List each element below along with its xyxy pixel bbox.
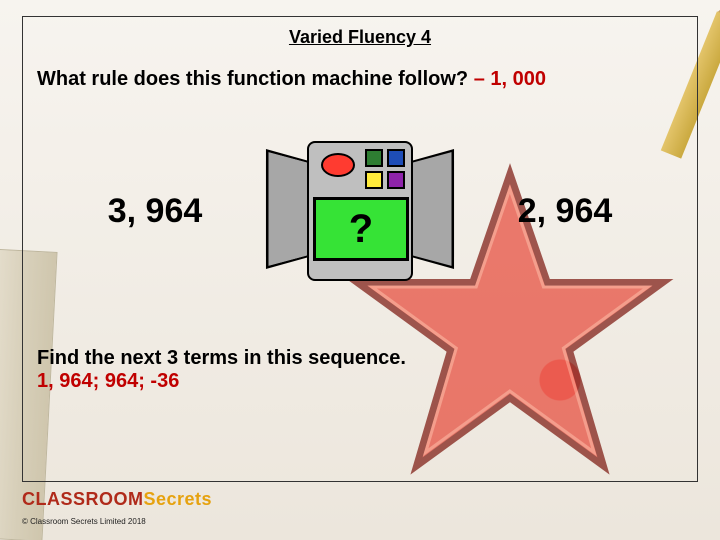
copyright-text: © Classroom Secrets Limited 2018	[22, 517, 146, 526]
slide-frame: Varied Fluency 4 What rule does this fun…	[22, 16, 698, 482]
brand-part2: Secrets	[144, 489, 213, 509]
brand-part1: CLASSROOM	[22, 489, 144, 509]
input-number: 3, 964	[85, 192, 225, 231]
machine-btn-yellow	[365, 171, 383, 189]
machine-btn-blue	[387, 149, 405, 167]
slide-title: Varied Fluency 4	[37, 27, 683, 48]
followup-answer: 1, 964; 964; -36	[37, 370, 683, 393]
machine-light-icon	[321, 153, 355, 177]
question-text: What rule does this function machine fol…	[37, 68, 683, 91]
machine-screen: ?	[313, 197, 409, 261]
machine-right-panel	[411, 149, 454, 269]
brand-logo: CLASSROOMSecrets	[22, 489, 212, 510]
followup-prompt: Find the next 3 terms in this sequence.	[37, 347, 683, 370]
machine-buttons	[365, 149, 405, 189]
machine-btn-green	[365, 149, 383, 167]
output-number: 2, 964	[495, 192, 635, 231]
function-machine-row: 3, 964 ? 2, 964	[37, 121, 683, 301]
machine-btn-purple	[387, 171, 405, 189]
rule-answer: – 1, 000	[474, 68, 546, 90]
function-machine: ?	[265, 121, 455, 301]
question-prompt: What rule does this function machine fol…	[37, 68, 468, 90]
machine-left-panel	[266, 149, 309, 269]
